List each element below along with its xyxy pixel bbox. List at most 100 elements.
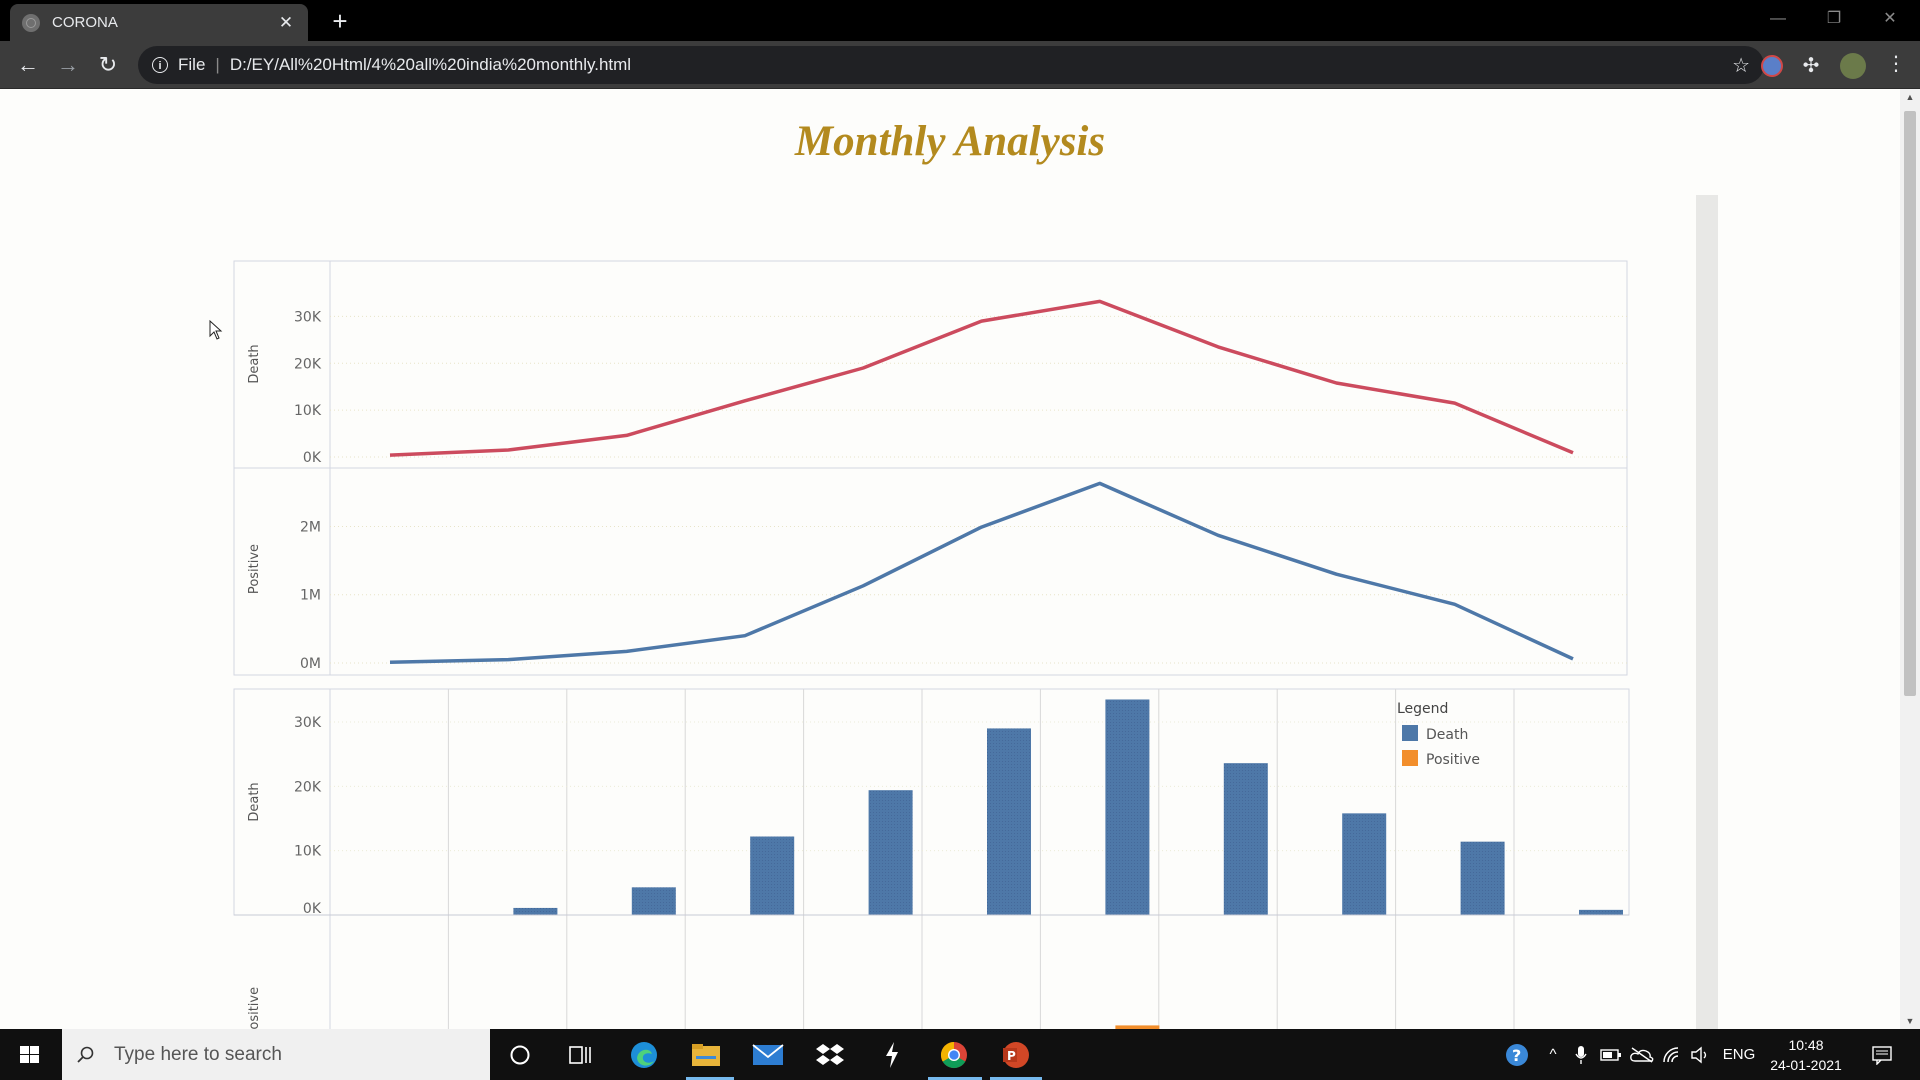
legend-title: Legend [1397,701,1448,717]
active-indicator [686,1077,734,1080]
scroll-down-icon[interactable]: ▼ [1905,1016,1915,1026]
death-bar-axis-tick-label: 30K [294,715,322,731]
axis-label-positive-1: Positive [247,544,262,594]
positive-line-axis-tick-label: 2M [300,519,321,535]
scroll-thumb[interactable] [1904,111,1916,696]
url-text[interactable]: D:/EY/All%20Html/4%20all%20india%20month… [229,55,632,74]
death-bar-axis-tick-label: 20K [294,779,322,795]
death-line-axis-tick-label: 30K [294,309,322,325]
language-indicator[interactable]: ENG [1722,1046,1756,1063]
axis-label-death-1: Death [247,344,262,383]
mail-icon[interactable] [748,1037,788,1073]
death-bar-axis-tick-label: 0K [303,901,322,917]
restore-button[interactable]: ❐ [1826,10,1842,27]
puzzle-icon[interactable]: ✣ [1802,55,1820,77]
browser-toolbar: ← → ↻ i File | D:/EY/All%20Html/4%20all%… [0,41,1920,89]
clock-date: 24-01-2021 [1770,1057,1842,1073]
chevron-up-icon[interactable]: ^ [1549,1046,1557,1063]
death-bar [1105,699,1150,915]
legend-label-death: Death [1426,727,1468,743]
positive-line-axis-tick-label: 1M [300,588,321,604]
powerpoint-icon[interactable]: P [996,1037,1036,1073]
volume-icon[interactable] [1688,1029,1714,1080]
death-bar [1342,813,1387,915]
death-bar [513,907,558,915]
inner-scrollbar[interactable] [1696,195,1718,1029]
windows-start-icon[interactable] [8,1039,52,1071]
microphone-icon[interactable] [1570,1029,1592,1080]
positive-bar [1115,1025,1160,1029]
tab-title: CORONA [52,14,118,31]
minimize-button[interactable]: — [1770,10,1786,27]
page-viewport: Monthly Analysis Death 30K 20K 10K 0K Posit… [0,89,1900,1029]
file-explorer-icon[interactable] [686,1037,726,1073]
reload-button[interactable]: ↻ [98,52,118,77]
death-bar [1460,841,1505,915]
close-tab-icon[interactable]: ✕ [278,12,294,32]
legend-label-positive: Positive [1426,752,1480,768]
profile-avatar[interactable] [1840,53,1866,79]
tab-strip: CORONA ✕ + — ❐ ✕ [0,0,1920,41]
mouse-cursor-icon [209,319,223,340]
svg-text:P: P [1007,1049,1016,1063]
line-panel-death: Death 30K 20K 10K 0K [233,260,1628,469]
page-title: Monthly Analysis [794,118,1106,165]
legend: Legend Death Positive [1397,701,1480,768]
legend-swatch-death [1402,725,1418,741]
edge-icon[interactable] [624,1037,664,1073]
bar-panel-positive: Positive 2M [234,914,1629,1029]
task-view-icon[interactable] [560,1037,600,1073]
death-bar-axis-tick-label: 10K [294,844,322,860]
active-indicator [928,1077,982,1080]
chrome-icon[interactable] [934,1037,974,1073]
axis-label-death-2: Death [247,782,262,821]
axis-label-positive-2: Positive [247,987,262,1029]
death-bar [1223,763,1268,915]
new-tab-button[interactable]: + [332,6,348,36]
address-bar[interactable]: i File | D:/EY/All%20Html/4%20all%20indi… [138,46,1764,84]
notifications-icon[interactable] [1862,1029,1902,1080]
forward-button[interactable]: → [57,52,79,77]
url-separator: | [215,55,220,74]
scroll-up-icon[interactable]: ▲ [1905,92,1915,102]
search-placeholder: Type here to search [114,1043,282,1065]
taskbar-search-box[interactable]: Type here to search [62,1029,490,1080]
tab-corona[interactable]: CORONA ✕ [10,4,308,41]
battery-icon[interactable] [1598,1029,1624,1080]
clock-time: 10:48 [1788,1037,1824,1053]
death-line-axis-tick-label: 10K [294,403,322,419]
back-button[interactable]: ← [17,52,39,77]
death-bar [987,728,1031,915]
positive-line [389,481,1574,665]
death-bar [750,836,795,915]
menu-icon[interactable]: ⋮ [1886,53,1906,75]
onedrive-icon[interactable] [1628,1029,1656,1080]
dropbox-icon[interactable] [810,1037,850,1073]
app-bolt-icon[interactable] [872,1037,912,1073]
extension-icon[interactable] [1761,55,1783,77]
death-line-axis-tick-label: 20K [294,356,322,372]
taskbar: Type here to search P ? ^ [0,1029,1920,1080]
globe-icon [22,13,40,32]
bar-panel-death: Death 30K 20K 10K 0K [233,688,1630,1029]
death-bar [631,887,676,915]
charts-canvas: Death 30K 20K 10K 0K Positive 2M 1M 0M Death [209,260,1630,1029]
url-scheme: File [178,55,206,74]
cortana-icon[interactable] [500,1037,540,1073]
death-bar [868,790,913,915]
help-icon[interactable]: ? [1502,1029,1532,1080]
bookmark-star-icon[interactable]: ☆ [1732,54,1750,77]
svg-text:?: ? [1512,1046,1521,1065]
legend-swatch-positive [1402,750,1418,766]
page-scrollbar[interactable]: ▲ ▼ [1900,89,1920,1029]
death-line [389,299,1574,457]
search-icon [77,1046,94,1063]
info-icon[interactable]: i [152,57,168,73]
close-window-button[interactable]: ✕ [1883,10,1897,27]
wifi-icon[interactable] [1660,1029,1686,1080]
death-bar [1579,909,1623,915]
death-line-axis-tick-label: 0K [303,450,322,466]
line-panel-positive: Positive 2M 1M 0M [233,467,1628,676]
clock[interactable]: 10:48 24-01-2021 [1766,1035,1846,1075]
positive-line-axis-tick-label: 0M [300,656,321,672]
